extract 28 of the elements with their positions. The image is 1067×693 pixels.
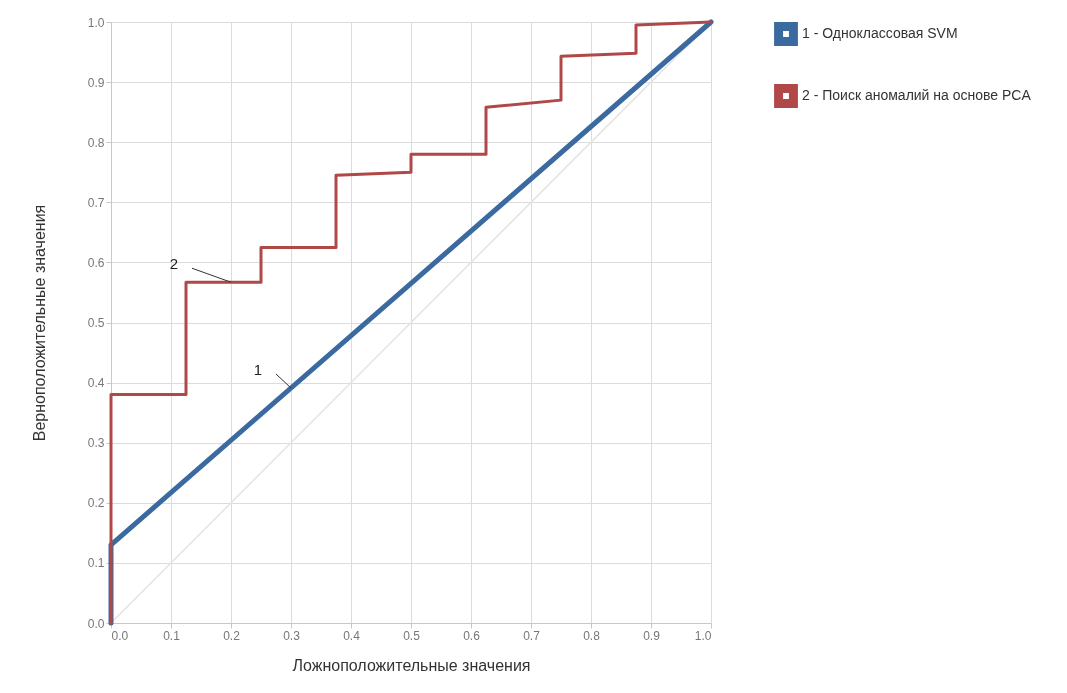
x-tick-label: 0.3 xyxy=(283,628,301,643)
annotation: 2 xyxy=(169,255,179,273)
x-tick-label: 0.4 xyxy=(343,628,361,643)
legend-label: 2 - Поиск аномалий на основе PCA xyxy=(802,87,1032,103)
y-tick-label: 0.4 xyxy=(87,376,105,391)
y-tick-label: 1.0 xyxy=(87,15,105,30)
x-tick-label: 0.6 xyxy=(463,628,481,643)
y-tick-label: 0.1 xyxy=(87,556,105,571)
y-tick-label: 0.0 xyxy=(87,616,105,631)
y-tick-label: 0.5 xyxy=(87,316,105,330)
x-tick-label: 0.8 xyxy=(583,628,601,643)
x-tick-label: 0.2 xyxy=(223,628,241,643)
y-tick-label: 0.6 xyxy=(87,255,105,270)
y-axis-title: Верноположительные значения xyxy=(30,204,48,442)
x-tick-label: 0.9 xyxy=(643,628,661,643)
x-tick-label: 1.0 xyxy=(694,628,712,643)
x-axis-title: Ложноположительные значения xyxy=(292,656,531,674)
x-tick-label: 0.0 xyxy=(111,628,129,643)
x-tick-label: 0.1 xyxy=(163,628,181,643)
y-tick-label: 0.2 xyxy=(87,496,105,511)
y-tick-label: 0.7 xyxy=(87,195,105,210)
y-tick-label: 0.9 xyxy=(87,75,105,90)
y-tick-label: 0.8 xyxy=(87,135,105,150)
annotation: 1 xyxy=(253,361,263,379)
x-tick-label: 0.7 xyxy=(523,628,541,643)
x-tick-label: 0.5 xyxy=(403,628,421,643)
legend-label: 1 - Одноклассовая SVM xyxy=(802,25,958,41)
y-tick-label: 0.3 xyxy=(87,436,105,451)
